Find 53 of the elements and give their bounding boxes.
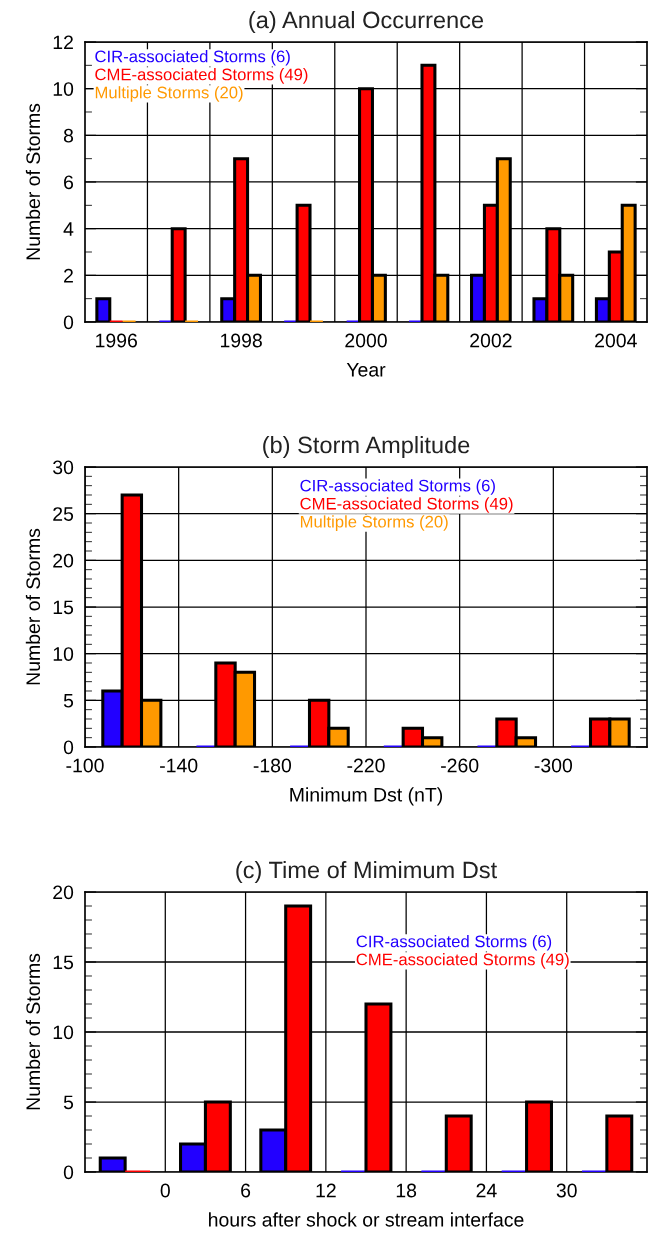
text: CIR-associated Storms (6): [95, 50, 290, 66]
x-tick-label: 18: [396, 1183, 417, 1198]
x-tick-label: -180: [253, 758, 292, 773]
text: CME-associated Storms (49): [300, 497, 513, 513]
y-tick-label: 15: [53, 600, 74, 615]
y-tick-label: 0: [63, 315, 74, 330]
y-tick-label: 8: [63, 128, 74, 143]
chart-title: (c) Time of Mimimum Dst: [236, 861, 497, 883]
x-tick-label: 1996: [96, 333, 137, 348]
x-tick-label: -140: [160, 758, 198, 773]
x-tick-label: 6: [241, 1183, 251, 1198]
x-axis-title: Year: [346, 363, 386, 377]
x-axis-title: Minimum Dst (nT): [290, 787, 443, 806]
y-tick-label: 10: [53, 82, 74, 96]
text: Multiple Storms (20): [95, 86, 243, 102]
y-tick-label: 0: [63, 1165, 74, 1180]
x-tick-label: -100: [66, 758, 104, 773]
x-tick-label: -300: [534, 758, 573, 773]
chart-title: (b) Storm Amplitude: [263, 436, 470, 459]
y-tick-label: 2: [64, 268, 73, 283]
text: CME-associated Storms (49): [95, 68, 308, 84]
text: CIR-associated Storms (6): [356, 935, 552, 951]
text: CIR-associated Storms (6): [300, 479, 495, 495]
x-tick-label: 30: [556, 1183, 577, 1198]
y-tick-label: 10: [53, 1025, 74, 1040]
y-tick-label: 4: [63, 222, 74, 236]
x-tick-label: 12: [316, 1183, 336, 1198]
y-tick-label: 20: [53, 553, 74, 568]
chart-title: (a) Annual Occurrence: [249, 11, 484, 33]
y-tick-label: 5: [63, 694, 74, 708]
x-tick-label: -260: [441, 758, 479, 773]
y-tick-label: 6: [64, 175, 74, 190]
y-tick-label: 30: [53, 460, 74, 475]
y-tick-label: 25: [53, 507, 74, 521]
y-axis-title: Number of Storms: [25, 103, 41, 260]
x-tick-label: 2002: [470, 333, 512, 348]
text: CME-associated Storms (49): [356, 953, 569, 969]
y-axis-title: Number of Storms: [25, 528, 41, 685]
y-tick-label: 15: [53, 955, 74, 970]
y-tick-label: 12: [53, 35, 73, 50]
y-tick-label: 5: [63, 1095, 74, 1110]
y-tick-label: 20: [53, 885, 74, 900]
y-axis-title: Number of Storms: [25, 953, 41, 1110]
x-tick-label: 2004: [595, 333, 637, 348]
y-tick-label: 0: [63, 740, 74, 755]
text: Multiple Storms (20): [300, 515, 448, 531]
x-tick-label: -220: [347, 758, 385, 773]
x-tick-label: 2000: [345, 333, 387, 348]
x-tick-label: 0: [160, 1183, 170, 1198]
y-tick-label: 10: [53, 647, 74, 661]
x-tick-label: 1998: [220, 333, 262, 348]
x-axis-title: hours after shock or stream interface: [209, 1212, 524, 1227]
x-tick-label: 24: [476, 1183, 497, 1198]
